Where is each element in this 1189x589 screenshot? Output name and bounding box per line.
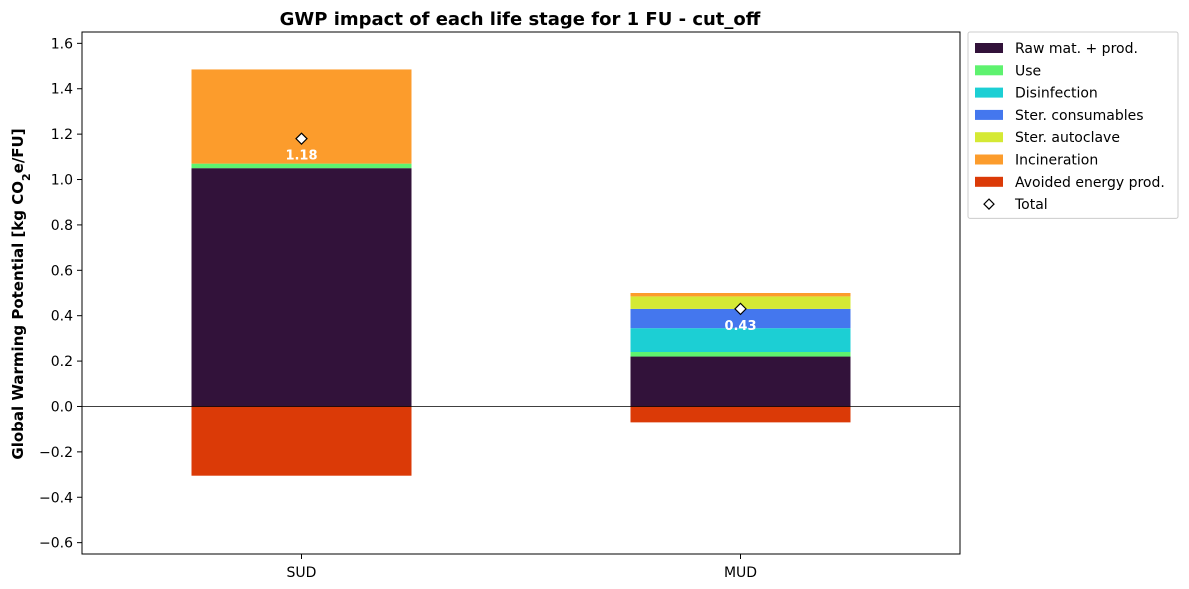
bar-segment-sud-0 (191, 168, 412, 407)
legend-swatch (975, 109, 1003, 120)
legend-label: Incineration (1015, 153, 1098, 169)
legend-label: Use (1015, 63, 1041, 79)
legend-label: Ster. consumables (1015, 108, 1144, 124)
y-tick-label: 1.0 (51, 173, 73, 189)
legend-label: Raw mat. + prod. (1015, 41, 1138, 57)
bar-segment-mud-3 (630, 308, 851, 329)
legend-swatch (975, 87, 1003, 98)
y-tick-label: −0.2 (39, 445, 73, 461)
y-tick-label: −0.4 (39, 490, 73, 506)
legend-swatch (975, 176, 1003, 187)
bar-segment-mud-0 (630, 356, 851, 407)
bar-segment-sud-1 (191, 163, 412, 169)
total-marker-mud (734, 302, 747, 316)
x-tick-label-mud: MUD (724, 565, 757, 581)
y-tick-label: 1.6 (51, 36, 73, 52)
y-tick-label: 0.0 (51, 399, 73, 415)
total-label-mud: 0.43 (724, 319, 756, 334)
bar-segment-sud-5 (191, 69, 412, 164)
x-tick-label-sud: SUD (287, 565, 317, 581)
legend-box (967, 31, 1179, 219)
plot-area: 1.18 0.43 −0.6 −0.4 −0.2 0.0 0.2 0.4 0.6 0.8 1.0 1.… (39, 31, 961, 581)
y-tick-label: 1.4 (51, 82, 73, 98)
legend: Raw mat. + prod. Use Disinfection Ster. con… (967, 31, 1179, 219)
legend-swatch (975, 132, 1003, 143)
bar-segment-mud-5 (630, 293, 851, 297)
legend-swatch (975, 65, 1003, 76)
y-tick-label: 0.2 (51, 354, 73, 370)
legend-total-marker (983, 198, 995, 210)
bar-segment-mud-1 (630, 352, 851, 357)
total-label-sud: 1.18 (285, 149, 317, 164)
total-marker-sud (295, 132, 308, 146)
y-tick-label: 0.8 (51, 218, 73, 234)
bar-segment-mud-6 (630, 406, 851, 423)
legend-label: Avoided energy prod. (1015, 175, 1165, 191)
bar-segment-sud-6 (191, 406, 412, 476)
y-tick-label: 1.2 (51, 127, 73, 143)
chart-title: GWP impact of each life stage for 1 FU -… (280, 9, 761, 30)
legend-swatch (975, 43, 1003, 53)
y-axis-label: Global Warming Potential [kg CO2e/FU] (9, 128, 33, 459)
axes-frame (81, 31, 961, 555)
bar-segment-mud-2 (630, 328, 851, 353)
y-tick-label: −0.6 (39, 536, 73, 552)
legend-label: Disinfection (1015, 86, 1098, 102)
y-tick-label: 0.4 (51, 309, 73, 325)
legend-swatch (975, 154, 1003, 165)
legend-label-total: Total (1014, 197, 1048, 213)
legend-label: Ster. autoclave (1015, 130, 1120, 146)
y-tick-label: 0.6 (51, 263, 73, 279)
